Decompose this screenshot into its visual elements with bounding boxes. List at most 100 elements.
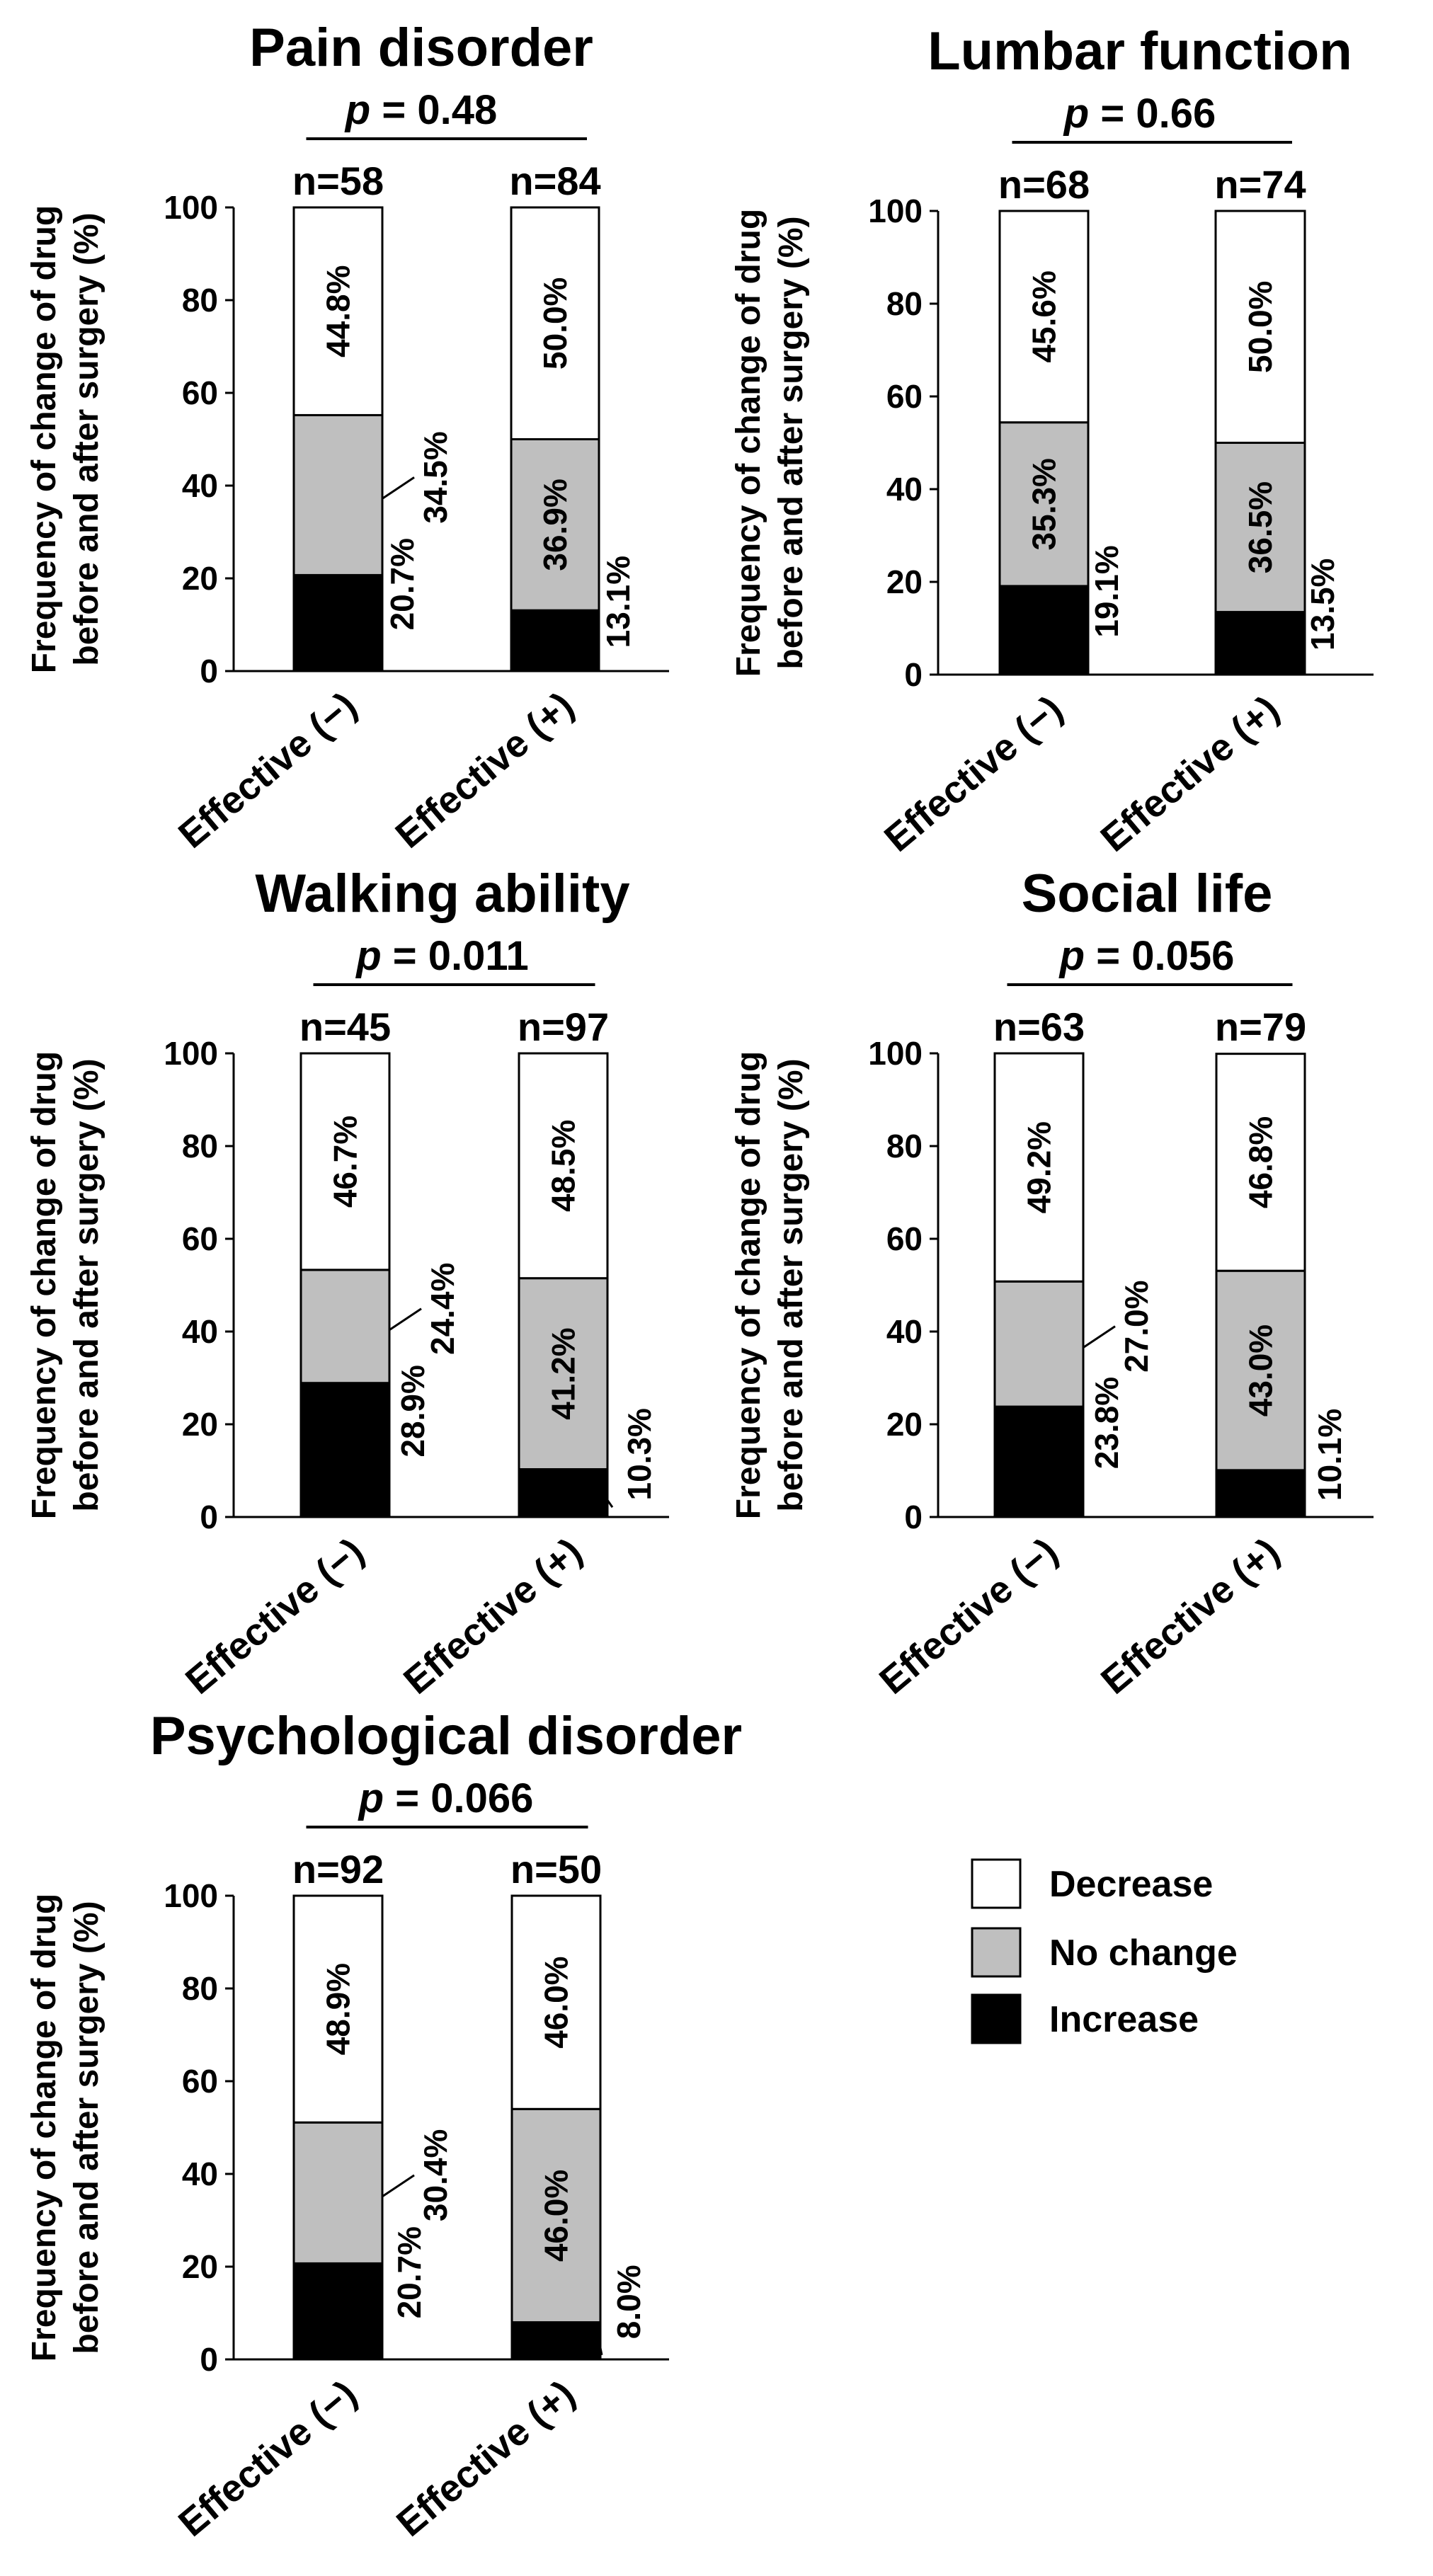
y-tick-label: 0 (904, 1499, 923, 1535)
leader-line (374, 629, 384, 639)
bar-segment-no-change (1215, 1269, 1306, 1472)
chart-title: Pain disorder (249, 18, 593, 78)
n-label: n=97 (518, 1004, 609, 1049)
leader-line (1295, 649, 1306, 658)
y-tick-label: 60 (182, 374, 218, 411)
data-label-increase: 28.9% (394, 1365, 431, 1457)
bar-segment-no-change (998, 421, 1090, 588)
y-tick-label: 40 (886, 1313, 923, 1350)
legend-item-increase: Increase (971, 1993, 1199, 2044)
y-axis-label-line2: before and after surgery (%) (68, 212, 105, 665)
n-label: n=68 (998, 162, 1090, 207)
y-tick-label: 20 (182, 2248, 218, 2285)
x-category-label: Effective (−) (171, 2372, 365, 2545)
bar-segment-increase (510, 609, 600, 672)
p-value-label: p = 0.011 (355, 933, 528, 979)
p-symbol: p (1063, 91, 1089, 137)
data-label-increase: 10.1% (1311, 1409, 1348, 1501)
p-symbol: p (358, 1775, 384, 1821)
p-number: = 0.056 (1085, 933, 1234, 979)
chart-title: Social life (1022, 864, 1273, 924)
data-label-decrease: 50.0% (537, 277, 573, 370)
bar-segment-no-change (1214, 442, 1306, 614)
p-symbol: p (355, 933, 381, 979)
y-tick-label: 0 (200, 1499, 218, 1535)
y-tick-label: 20 (182, 560, 218, 597)
legend-label: No change (1049, 1933, 1238, 1974)
y-tick-label: 60 (886, 1220, 923, 1257)
data-label-no-change: 36.5% (1242, 481, 1279, 573)
leader-line (1079, 636, 1089, 646)
bar-segment-no-change (510, 2107, 602, 2324)
legend-swatch (971, 1993, 1022, 2044)
y-axis-label-line1: Frequency of change of drug (25, 1894, 63, 2362)
p-number: = 0.011 (382, 933, 529, 979)
n-label: n=63 (993, 1004, 1085, 1049)
bar-segment-no-change (510, 438, 600, 612)
bar-segment-increase (993, 1405, 1085, 1518)
leader-line (1083, 1325, 1116, 1349)
data-label-no-change: 24.4% (424, 1263, 461, 1355)
y-tick-label: 0 (200, 2341, 218, 2378)
legend-item-no-change: No change (971, 1927, 1238, 1978)
legend-swatch (971, 1927, 1022, 1978)
legend-label: Increase (1049, 1999, 1199, 2040)
data-label-decrease: 46.0% (538, 1956, 575, 2048)
bar-segment-increase (510, 2321, 602, 2361)
p-value-label: p = 0.056 (1058, 933, 1235, 979)
leader-line (1301, 1500, 1306, 1509)
bar-segment-decrease (292, 206, 384, 416)
bar-segment-decrease (993, 1052, 1085, 1283)
y-axis-label-line1: Frequency of change of drug (730, 1051, 767, 1519)
data-label-decrease: 45.6% (1026, 270, 1063, 362)
chart-3: Walking ability p = 0.011 0 20 40 60 80 100 Freq… (25, 864, 669, 1702)
y-tick-label: 20 (886, 1406, 923, 1443)
data-label-increase: 20.7% (384, 538, 421, 630)
y-tick-label: 100 (164, 1035, 218, 1072)
p-value-label: p = 0.66 (1063, 91, 1216, 137)
y-tick-label: 40 (182, 1313, 218, 1350)
bar-segment-increase (518, 1468, 609, 1518)
y-tick-label: 100 (164, 189, 218, 226)
p-number: = 0.66 (1089, 91, 1216, 137)
y-tick-label: 20 (182, 1406, 218, 1443)
p-value-label: p = 0.066 (358, 1775, 534, 1821)
chart-title: Walking ability (255, 864, 629, 924)
y-tick-label: 60 (182, 2063, 218, 2100)
data-label-decrease: 46.7% (327, 1116, 364, 1208)
y-tick-label: 100 (164, 1877, 218, 1914)
x-category-label: Effective (+) (388, 684, 582, 857)
n-label: n=92 (292, 1847, 384, 1891)
chart-title: Psychological disorder (150, 1706, 742, 1766)
leader-line (384, 1456, 391, 1465)
bar-segment-no-change (518, 1277, 609, 1471)
bar-segment-decrease (510, 206, 600, 440)
n-label: n=74 (1214, 162, 1306, 207)
data-label-increase: 10.3% (621, 1408, 658, 1500)
x-category-label: Effective (+) (1093, 1530, 1287, 1702)
leader-line (599, 2347, 603, 2356)
bar-segment-no-change (299, 1269, 391, 1385)
y-tick-label: 0 (904, 656, 923, 693)
data-label-increase: 23.8% (1088, 1377, 1125, 1469)
y-tick-label: 100 (868, 1035, 923, 1072)
y-axis-label-line2: before and after surgery (%) (772, 1058, 810, 1511)
x-category-label: Effective (−) (178, 1530, 372, 1702)
data-label-no-change: 43.0% (1243, 1324, 1279, 1416)
n-label: n=58 (292, 159, 384, 203)
bar-segment-decrease (518, 1052, 609, 1280)
bar-segment-decrease (998, 210, 1090, 424)
y-axis-label-line2: before and after surgery (%) (68, 1058, 105, 1511)
data-label-decrease: 50.0% (1242, 281, 1279, 373)
x-category-label: Effective (−) (877, 687, 1071, 860)
y-tick-label: 20 (886, 563, 923, 600)
bar-segment-decrease (510, 1894, 602, 2110)
y-tick-label: 80 (182, 282, 218, 319)
data-label-decrease: 44.8% (320, 265, 357, 357)
p-number: = 0.48 (370, 87, 497, 133)
bar-segment-decrease (299, 1052, 391, 1271)
data-label-no-change: 27.0% (1118, 1280, 1155, 1372)
y-tick-label: 40 (886, 471, 923, 508)
y-tick-label: 40 (182, 467, 218, 504)
data-label-increase: 8.0% (610, 2265, 647, 2339)
